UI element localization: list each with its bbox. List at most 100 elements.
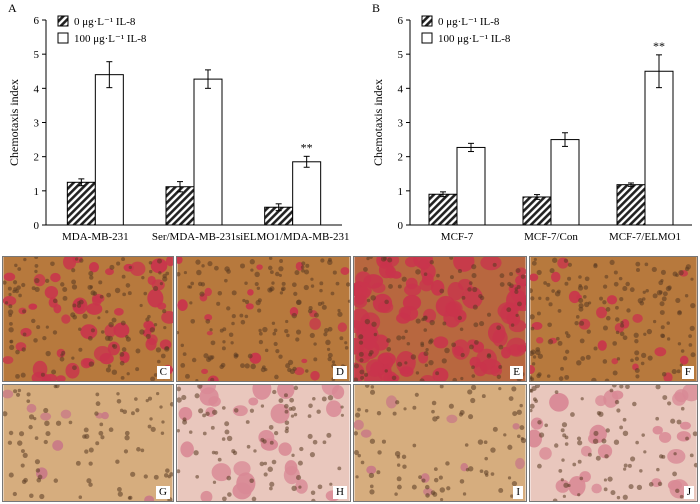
membrane-pore	[52, 298, 58, 304]
membrane-pore	[283, 393, 288, 398]
membrane-pore	[477, 439, 484, 445]
membrane-pore	[284, 428, 289, 434]
membrane-pore	[17, 388, 22, 393]
membrane-pore	[347, 299, 350, 303]
membrane-pore	[536, 311, 541, 316]
membrane-pore	[557, 309, 562, 313]
membrane-pore	[354, 431, 359, 436]
membrane-pore	[120, 375, 125, 380]
membrane-pore	[628, 484, 634, 490]
membrane-pore	[281, 287, 285, 292]
membrane-pore	[444, 347, 450, 354]
membrane-pore	[377, 450, 382, 455]
membrane-pore	[295, 329, 302, 335]
membrane-pore	[576, 360, 582, 366]
membrane-pore	[471, 273, 477, 279]
stained-cell	[447, 281, 464, 301]
membrane-pore	[591, 377, 597, 381]
stained-cell	[199, 387, 219, 406]
membrane-pore	[666, 321, 670, 325]
membrane-pore	[256, 286, 261, 290]
membrane-pore	[317, 301, 322, 307]
membrane-pore	[254, 281, 259, 287]
membrane-pore	[626, 308, 631, 313]
membrane-pore	[53, 385, 58, 389]
membrane-pore	[615, 305, 619, 310]
membrane-pore	[423, 328, 428, 332]
membrane-pore	[515, 313, 519, 317]
stained-cell	[44, 373, 58, 381]
membrane-pore	[641, 297, 646, 301]
membrane-pore	[676, 419, 682, 425]
membrane-pore	[226, 475, 232, 481]
membrane-pore	[317, 484, 323, 490]
membrane-pore	[159, 405, 163, 409]
membrane-pore	[667, 401, 672, 406]
membrane-pore	[579, 320, 585, 326]
membrane-pore	[364, 408, 369, 413]
membrane-pore	[530, 314, 535, 320]
membrane-pore	[271, 281, 275, 285]
bar	[550, 139, 580, 226]
membrane-pore	[193, 450, 199, 456]
membrane-pore	[332, 270, 337, 275]
membrane-pore	[26, 399, 31, 404]
membrane-pore	[84, 433, 90, 439]
membrane-pore	[530, 326, 535, 331]
membrane-pore	[319, 288, 323, 293]
membrane-pore	[564, 331, 569, 335]
membrane-pore	[459, 327, 464, 332]
legend-swatch	[57, 32, 69, 44]
membrane-pore	[191, 357, 197, 363]
membrane-pore	[112, 344, 118, 349]
membrane-pore	[87, 335, 93, 341]
membrane-pore	[228, 332, 234, 338]
membrane-pore	[122, 292, 127, 297]
stained-cell	[200, 490, 213, 501]
membrane-pore	[278, 398, 284, 404]
membrane-pore	[128, 265, 132, 270]
membrane-pore	[244, 314, 249, 319]
membrane-pore	[369, 438, 376, 444]
membrane-pore	[167, 475, 171, 479]
membrane-pore	[313, 342, 317, 346]
micrograph-c-image	[3, 257, 173, 381]
membrane-pore	[366, 298, 371, 303]
membrane-pore	[396, 476, 402, 482]
stained-cell	[390, 271, 402, 279]
membrane-pore	[670, 418, 676, 424]
x-tick-label: siELMO1/MDA-MB-231	[236, 231, 350, 243]
membrane-pore	[293, 412, 298, 417]
membrane-pore	[278, 354, 283, 359]
membrane-pore	[275, 271, 280, 277]
membrane-pore	[59, 356, 65, 362]
membrane-pore	[403, 407, 407, 411]
membrane-pore	[678, 269, 684, 276]
membrane-pore	[439, 385, 444, 389]
membrane-pore	[327, 395, 334, 401]
membrane-pore	[121, 347, 127, 352]
membrane-pore	[246, 444, 251, 449]
stained-cell	[309, 317, 321, 330]
membrane-pore	[547, 339, 554, 345]
membrane-pore	[148, 261, 153, 265]
stained-cell	[366, 465, 377, 475]
membrane-pore	[692, 431, 697, 437]
stained-cell	[378, 261, 394, 279]
membrane-pore	[661, 371, 667, 377]
membrane-pore	[578, 284, 582, 288]
membrane-pore	[221, 346, 226, 351]
legend-swatch	[421, 15, 433, 27]
membrane-pore	[429, 319, 435, 326]
membrane-pore	[326, 347, 331, 351]
membrane-pore	[440, 498, 444, 501]
membrane-pore	[643, 450, 647, 454]
stained-cell	[256, 264, 263, 270]
membrane-pore	[582, 294, 587, 299]
stained-cell	[40, 412, 52, 421]
membrane-pore	[313, 312, 319, 318]
micrograph-g: G	[2, 384, 174, 502]
stained-cell	[398, 306, 411, 319]
membrane-pore	[468, 466, 474, 472]
membrane-pore	[635, 268, 640, 273]
